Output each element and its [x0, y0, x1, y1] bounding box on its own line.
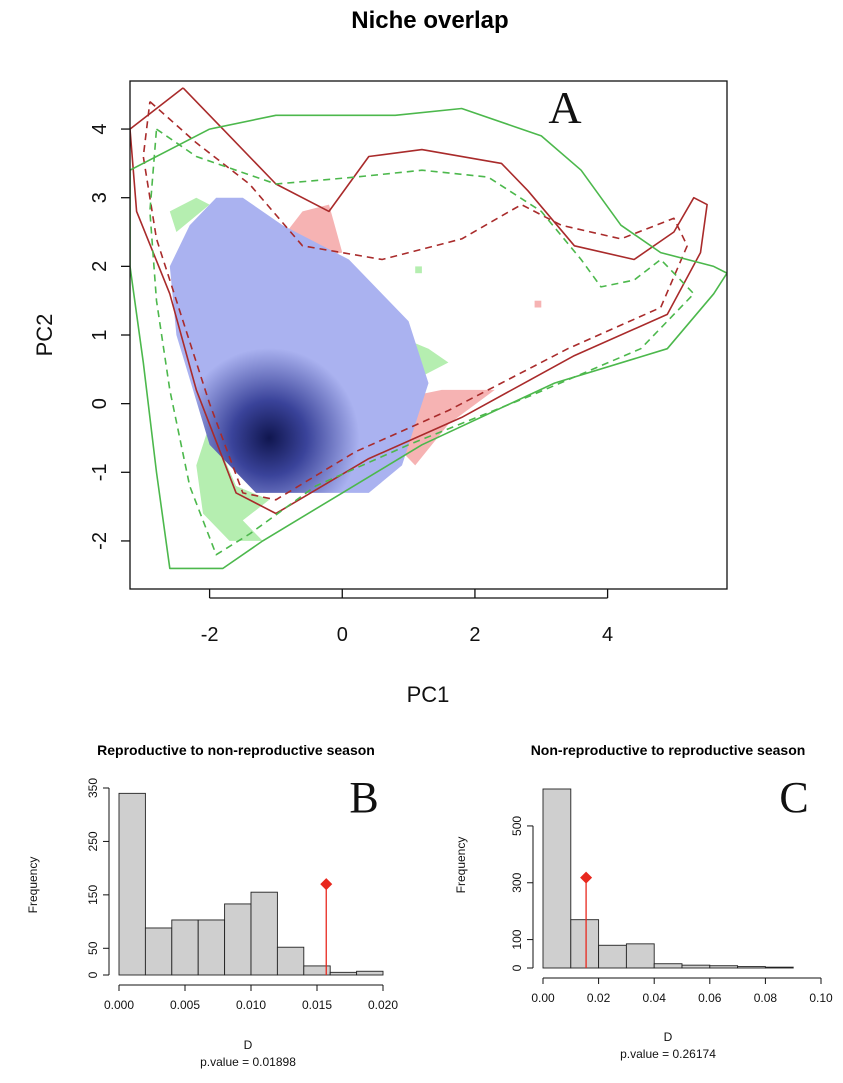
panel-a-niche-plot: -2 0 2 4 -2 -1 0 1 2 3 4 A PC1 PC2: [32, 80, 728, 707]
reproductive-only-region: [534, 300, 542, 308]
histogram-c-title: Non-reproductive to reproductive season: [531, 742, 806, 758]
histogram-b-y-tick-label: 250: [86, 831, 100, 851]
histogram-c-axes: 0.00 0.02 0.04 0.06 0.08 0.10 0 100 300 500: [510, 816, 833, 1005]
histogram-b-x-tick-label: 0.020: [368, 998, 398, 1012]
niche-x-tick-label: -2: [201, 624, 219, 646]
niche-y-tick-label: 1: [89, 329, 111, 340]
histogram-b-title: Reproductive to non-reproductive season: [97, 742, 375, 758]
niche-y-tick-label: 0: [89, 398, 111, 409]
panel-c-label: C: [779, 773, 808, 822]
histogram-b-bar: [356, 970, 384, 976]
histogram-b-bar: [224, 903, 252, 976]
histogram-b-y-tick-label: 50: [86, 941, 100, 955]
panel-c-histogram: Non-reproductive to reproductive season …: [454, 742, 833, 1061]
niche-y-tick-label: -1: [89, 463, 111, 481]
histogram-b-bar: [250, 891, 278, 976]
histogram-b-p-value: p.value = 0.01898: [200, 1055, 296, 1069]
histogram-c-bar: [764, 966, 794, 969]
niche-y-tick-label: 4: [89, 123, 111, 134]
histogram-b-axes: 0.000 0.005 0.010 0.015 0.020 0 50 150 250 350: [86, 778, 398, 1012]
panel-b-histogram: Reproductive to non-reproductive season …: [26, 742, 398, 1069]
histogram-b-y-label: Frequency: [26, 857, 40, 914]
niche-x-axis-label: PC1: [407, 682, 450, 707]
histogram-c-x-tick-label: 0.00: [531, 991, 555, 1005]
histogram-c-bars: [542, 788, 794, 969]
niche-y-tick-label: 2: [89, 261, 111, 272]
niche-y-tick-label: 3: [89, 192, 111, 203]
histogram-b-bar: [144, 927, 173, 976]
histogram-b-x-tick-label: 0.015: [302, 998, 332, 1012]
histogram-b-bar: [276, 946, 305, 976]
histogram-b-x-tick-label: 0.005: [170, 998, 200, 1012]
panel-a-label: A: [548, 82, 581, 133]
histogram-b-x-tick-label: 0.000: [104, 998, 134, 1012]
panel-b-label: B: [349, 773, 378, 822]
histogram-b-observed-marker: [320, 878, 333, 891]
histogram-b-bar: [197, 919, 226, 976]
histogram-c-x-tick-label: 0.04: [643, 991, 667, 1005]
niche-x-tick-label: 4: [602, 624, 613, 646]
histogram-b-x-label: D: [244, 1038, 253, 1052]
histogram-c-x-label: D: [664, 1030, 673, 1044]
histogram-b-y-tick-label: 0: [86, 971, 100, 978]
niche-overlap-region: [169, 197, 429, 493]
non-reproductive-dashed-contour: [149, 128, 695, 556]
histogram-c-y-tick-label: 100: [510, 929, 524, 949]
histogram-c-y-tick-label: 0: [510, 964, 524, 971]
histogram-c-p-value: p.value = 0.26174: [620, 1047, 716, 1061]
reproductive-solid-contour: [130, 87, 708, 515]
histogram-b-bar: [118, 792, 146, 976]
histogram-c-bar: [709, 965, 739, 969]
histogram-c-y-tick-label: 500: [510, 816, 524, 836]
histogram-c-bar: [653, 963, 683, 969]
histogram-b-x-tick-label: 0.010: [236, 998, 266, 1012]
histogram-c-bar: [625, 943, 655, 969]
histogram-c-x-tick-label: 0.10: [809, 991, 833, 1005]
histogram-c-bar: [542, 788, 572, 969]
histogram-c-observed-marker: [580, 871, 593, 884]
figure-title: Niche overlap: [351, 7, 508, 34]
niche-plot-area: [130, 87, 727, 570]
niche-axes: -2 0 2 4 -2 -1 0 1 2 3 4: [89, 123, 613, 646]
non-reproductive-solid-contour: [130, 107, 727, 570]
histogram-b-y-tick-label: 150: [86, 885, 100, 905]
histogram-c-x-tick-label: 0.06: [698, 991, 722, 1005]
niche-x-tick-label: 2: [469, 624, 480, 646]
niche-y-tick-label: -2: [89, 532, 111, 550]
histogram-b-bar: [303, 965, 331, 976]
histogram-c-x-tick-label: 0.08: [754, 991, 778, 1005]
histogram-b-y-tick-label: 350: [86, 778, 100, 798]
histogram-c-bar: [681, 964, 711, 969]
niche-x-tick-label: 0: [337, 624, 348, 646]
histogram-b-bars: [118, 792, 384, 976]
histogram-c-x-tick-label: 0.02: [587, 991, 611, 1005]
histogram-c-bar: [737, 966, 766, 969]
nonreproductive-only-region: [415, 266, 422, 274]
niche-y-axis-label: PC2: [32, 314, 57, 357]
histogram-b-bar: [171, 919, 199, 976]
histogram-c-bar: [598, 944, 627, 969]
histogram-b-bar: [329, 971, 358, 976]
histogram-c-bar: [570, 919, 600, 969]
histogram-c-y-label: Frequency: [454, 837, 468, 894]
histogram-c-y-tick-label: 300: [510, 872, 524, 892]
nonreproductive-only-region: [169, 197, 210, 232]
